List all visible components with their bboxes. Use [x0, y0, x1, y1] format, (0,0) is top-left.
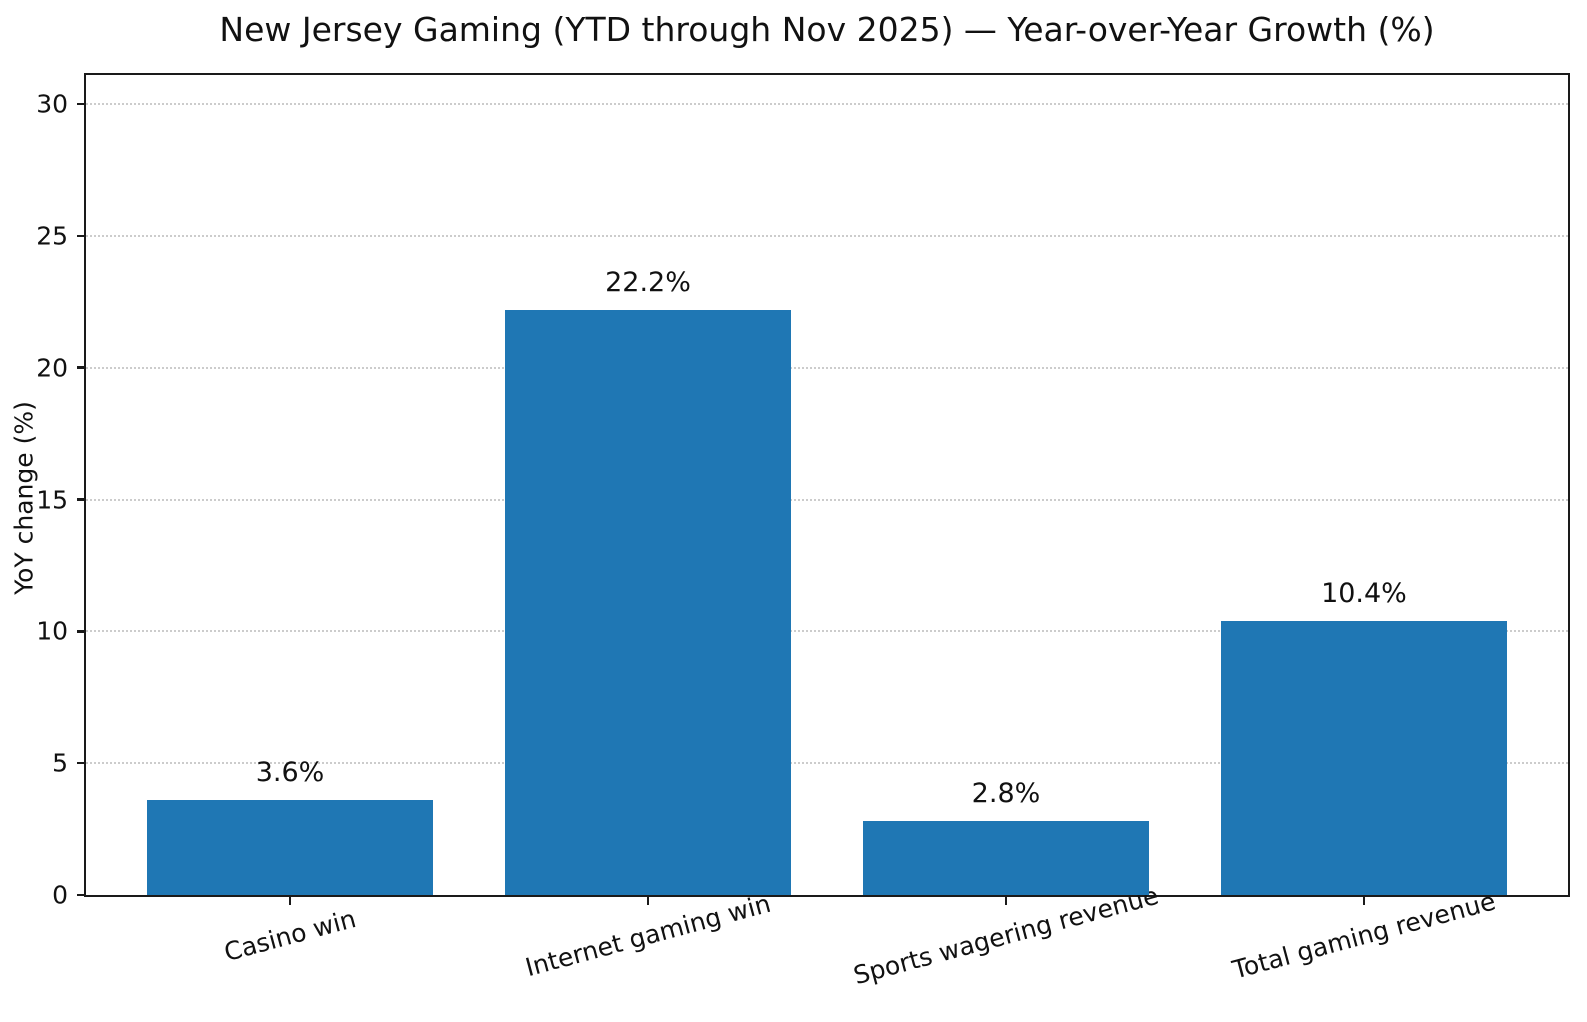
- y-tick-mark: [77, 761, 86, 765]
- y-tick-mark: [77, 234, 86, 238]
- y-tick-mark: [77, 498, 86, 501]
- y-tick-label: 20: [36, 353, 68, 383]
- x-tick-label: Casino win: [221, 904, 360, 967]
- gridline: [86, 630, 1568, 633]
- chart-title: New Jersey Gaming (YTD through Nov 2025)…: [219, 10, 1435, 49]
- bar-value-label: 10.4%: [1321, 577, 1407, 609]
- plot-area: 0 5 10 15 20 25 30 3.6% Casino win 22.2% Internet …: [36, 73, 1570, 990]
- bar-value-label: 22.2%: [605, 266, 691, 298]
- y-tick-label: 15: [36, 485, 68, 515]
- bar: [146, 800, 434, 895]
- y-tick-label: 10: [36, 616, 68, 646]
- y-tick-mark: [77, 366, 86, 369]
- bar: [504, 309, 792, 895]
- gridline: [86, 762, 1568, 765]
- x-tick-mark: [1362, 895, 1366, 905]
- bar: [862, 821, 1150, 895]
- x-tick-mark: [646, 895, 650, 905]
- y-axis-label: YoY change (%): [9, 401, 39, 595]
- x-tick-mark: [288, 895, 292, 905]
- gridline: [86, 498, 1568, 501]
- y-tick-mark: [77, 630, 86, 633]
- gridline: [86, 366, 1568, 369]
- y-tick-mark: [77, 893, 86, 897]
- y-tick-label: 0: [52, 880, 68, 910]
- y-tick-mark: [77, 102, 86, 106]
- x-tick-mark: [1004, 895, 1008, 905]
- gridline: [86, 103, 1568, 106]
- y-tick-label: 25: [36, 221, 68, 251]
- y-tick-label: 30: [36, 89, 68, 119]
- bar: [1220, 620, 1508, 895]
- bar-value-label: 2.8%: [971, 778, 1041, 810]
- bar-value-label: 3.6%: [255, 757, 325, 789]
- y-tick-label: 5: [52, 748, 68, 778]
- gridline: [86, 234, 1568, 237]
